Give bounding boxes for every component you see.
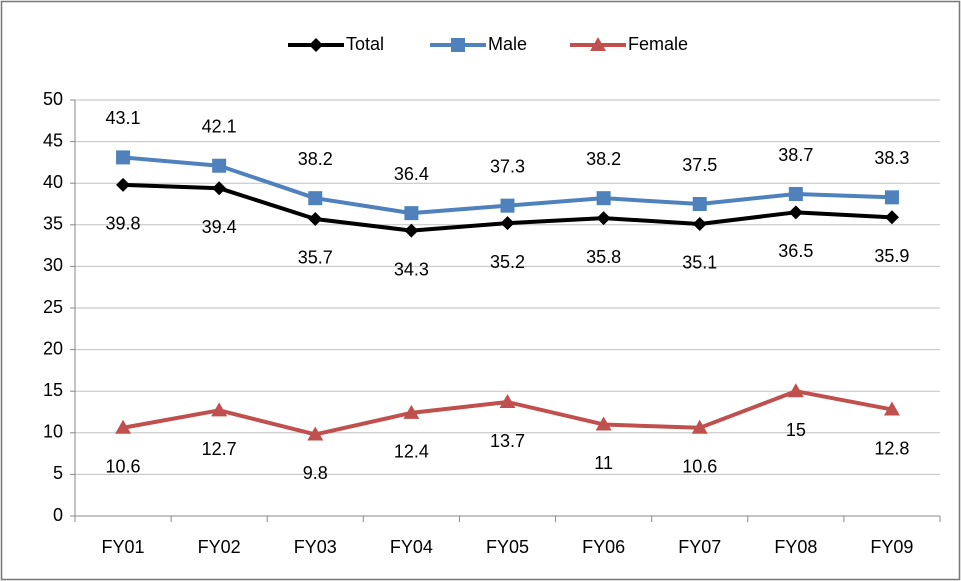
y-tick-label: 0 bbox=[53, 505, 63, 525]
data-label: 36.5 bbox=[778, 241, 813, 261]
x-tick-label: FY05 bbox=[486, 537, 529, 557]
y-tick-label: 45 bbox=[43, 130, 63, 150]
data-label: 38.2 bbox=[298, 149, 333, 169]
marker bbox=[884, 190, 899, 205]
x-tick-label: FY01 bbox=[102, 537, 145, 557]
marker bbox=[788, 205, 803, 220]
data-label: 42.1 bbox=[202, 116, 237, 136]
marker bbox=[500, 216, 515, 231]
marker bbox=[212, 158, 227, 173]
marker bbox=[500, 198, 515, 213]
x-tick-label: FY04 bbox=[390, 537, 433, 557]
y-tick-label: 25 bbox=[43, 297, 63, 317]
marker bbox=[309, 38, 323, 52]
x-tick-label: FY06 bbox=[582, 537, 625, 557]
x-tick-label: FY08 bbox=[774, 537, 817, 557]
marker bbox=[692, 197, 707, 211]
y-tick-label: 35 bbox=[43, 214, 63, 234]
y-tick-label: 50 bbox=[43, 89, 63, 109]
marker bbox=[788, 187, 803, 202]
legend-label: Male bbox=[488, 34, 527, 54]
marker bbox=[884, 210, 899, 225]
data-label: 35.8 bbox=[586, 247, 621, 267]
data-label: 9.8 bbox=[303, 463, 328, 483]
data-label: 38.7 bbox=[778, 145, 813, 165]
marker bbox=[596, 211, 611, 226]
marker bbox=[308, 211, 323, 226]
data-label: 13.7 bbox=[490, 431, 525, 451]
data-label: 12.8 bbox=[874, 438, 909, 458]
y-tick-label: 5 bbox=[53, 463, 63, 483]
x-tick-label: FY09 bbox=[870, 537, 913, 557]
marker bbox=[116, 150, 131, 165]
data-label: 35.7 bbox=[298, 248, 333, 268]
data-label: 12.7 bbox=[202, 439, 237, 459]
y-tick-label: 40 bbox=[43, 172, 63, 192]
data-label: 35.9 bbox=[874, 246, 909, 266]
marker bbox=[883, 401, 900, 416]
y-tick-label: 10 bbox=[43, 422, 63, 442]
data-label: 35.2 bbox=[490, 252, 525, 272]
legend-label: Total bbox=[346, 34, 384, 54]
marker bbox=[116, 177, 131, 192]
data-label: 15 bbox=[786, 420, 806, 440]
data-label: 43.1 bbox=[106, 108, 141, 128]
data-label: 39.8 bbox=[106, 214, 141, 234]
legend-label: Female bbox=[628, 34, 688, 54]
data-label: 37.5 bbox=[682, 155, 717, 175]
marker bbox=[308, 191, 323, 206]
marker bbox=[451, 38, 465, 52]
marker bbox=[595, 416, 612, 431]
marker bbox=[692, 216, 707, 231]
marker bbox=[404, 206, 419, 221]
x-tick-label: FY03 bbox=[294, 537, 337, 557]
data-label: 10.6 bbox=[682, 457, 717, 477]
marker bbox=[691, 419, 708, 434]
marker bbox=[307, 426, 324, 441]
marker bbox=[499, 394, 516, 409]
data-label: 36.4 bbox=[394, 164, 429, 184]
marker bbox=[590, 37, 606, 51]
data-label: 39.4 bbox=[202, 217, 237, 237]
data-label: 37.3 bbox=[490, 156, 525, 176]
x-tick-label: FY02 bbox=[198, 537, 241, 557]
marker bbox=[787, 383, 804, 398]
data-label: 38.3 bbox=[874, 148, 909, 168]
data-label: 11 bbox=[594, 453, 613, 473]
y-tick-label: 20 bbox=[43, 338, 63, 358]
marker bbox=[115, 419, 132, 434]
data-label: 34.3 bbox=[394, 259, 429, 279]
data-label: 38.2 bbox=[586, 149, 621, 169]
y-tick-label: 15 bbox=[43, 380, 63, 400]
x-tick-label: FY07 bbox=[678, 537, 721, 557]
marker bbox=[596, 191, 611, 206]
marker bbox=[403, 404, 420, 419]
y-tick-label: 30 bbox=[43, 255, 63, 275]
marker bbox=[211, 402, 228, 417]
marker bbox=[212, 181, 227, 196]
marker bbox=[404, 223, 419, 238]
data-label: 35.1 bbox=[682, 253, 717, 273]
data-label: 10.6 bbox=[106, 457, 141, 477]
data-label: 12.4 bbox=[394, 442, 429, 462]
